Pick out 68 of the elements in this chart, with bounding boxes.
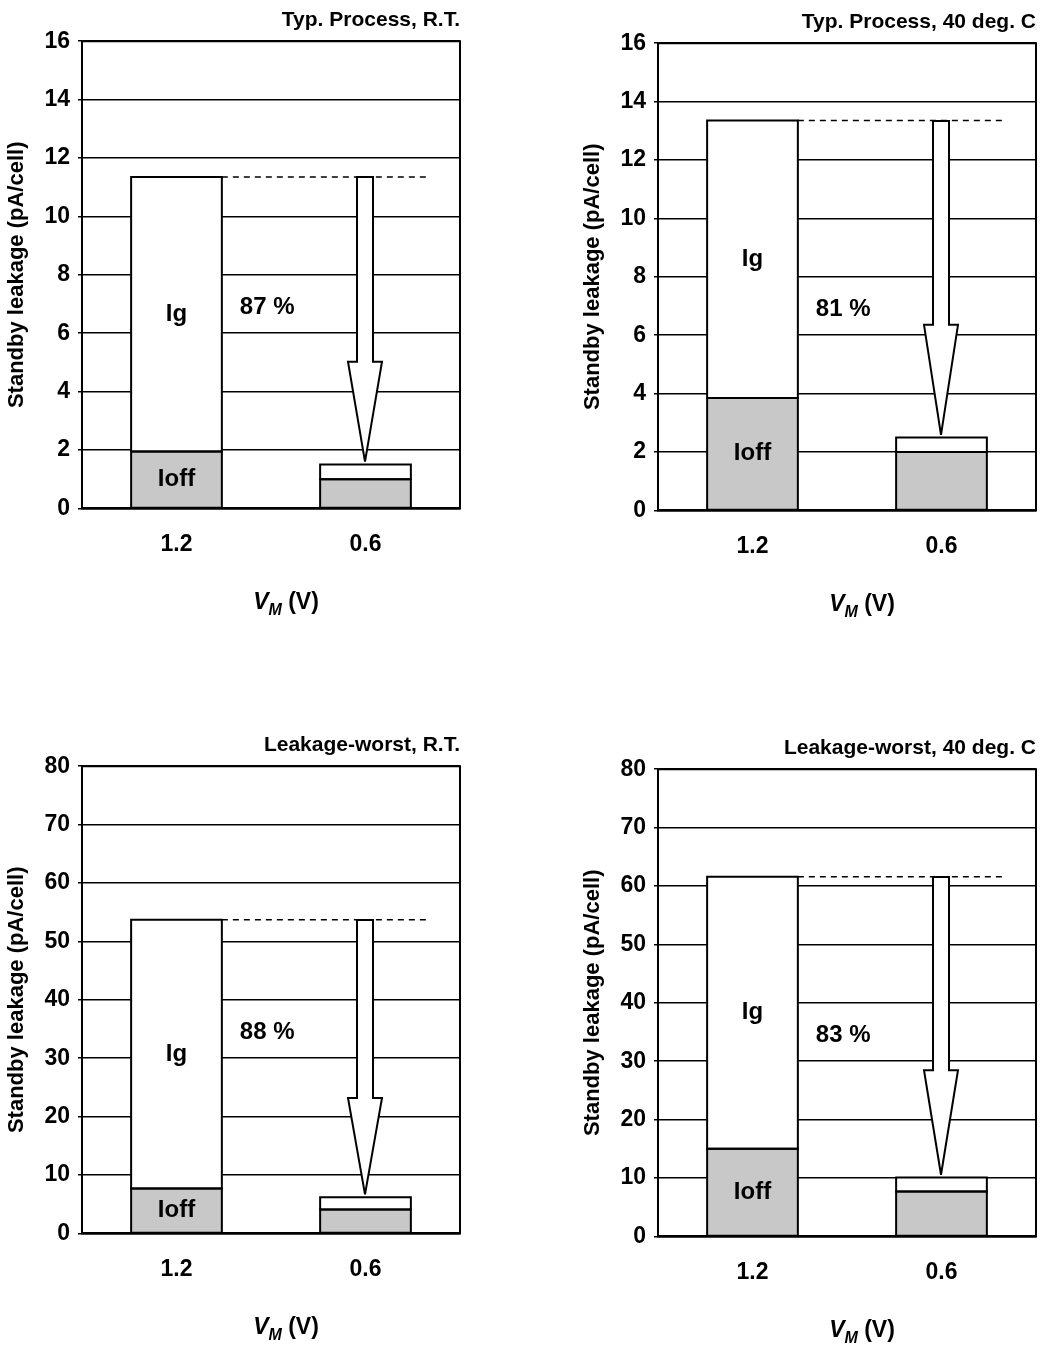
- x-tick-label: 0.6: [349, 1254, 382, 1281]
- y-tick-label: 60: [44, 868, 70, 895]
- y-tick-label: 70: [620, 812, 646, 839]
- y-tick-label: 2: [57, 435, 70, 462]
- chart-title: Typ. Process, 40 deg. C: [801, 9, 1036, 33]
- y-tick-label: 50: [44, 926, 70, 953]
- x-tick-label: 1.2: [736, 531, 769, 558]
- y-tick-label: 12: [620, 145, 646, 172]
- y-tick-label: 70: [44, 809, 70, 836]
- x-axis-title: V$_{M}$ (V): [828, 1316, 896, 1347]
- y-tick-label: 10: [44, 1160, 70, 1187]
- y-tick-label: 30: [44, 1043, 70, 1070]
- y-tick-label: 8: [633, 262, 647, 289]
- y-axis-title: Standby leakage (pA/cell): [579, 143, 605, 411]
- series-label: Ig: [165, 1038, 188, 1066]
- series-label: Ioff: [733, 438, 773, 466]
- y-tick-label: 0: [633, 1221, 646, 1248]
- y-tick-label: 4: [57, 376, 71, 403]
- y-tick-label: 14: [44, 84, 71, 111]
- chart-title: Typ. Process, R.T.: [281, 7, 460, 31]
- chart-title: Leakage-worst, R.T.: [263, 732, 460, 756]
- chart-title: Leakage-worst, 40 deg. C: [783, 735, 1036, 759]
- y-tick-label: 20: [620, 1104, 646, 1131]
- y-tick-label: 50: [620, 929, 646, 956]
- series-label: Ioff: [733, 1176, 773, 1204]
- x-axis-title: V$_{M}$ (V): [252, 1313, 320, 1344]
- y-tick-label: 80: [44, 751, 70, 778]
- x-tick-label: 1.2: [160, 1254, 193, 1281]
- series-label: Ig: [741, 997, 764, 1025]
- y-tick-label: 20: [44, 1101, 70, 1128]
- y-tick-label: 14: [620, 86, 647, 113]
- y-tick-label: 6: [633, 320, 646, 347]
- y-tick-label: 10: [620, 203, 646, 230]
- y-tick-label: 8: [57, 260, 71, 287]
- y-axis-title: Standby leakage (pA/cell): [3, 866, 29, 1134]
- series-label: Ioff: [157, 1195, 197, 1223]
- y-tick-label: 80: [620, 754, 646, 781]
- y-tick-label: 4: [633, 378, 647, 405]
- annotation: 87 %: [239, 292, 295, 320]
- y-tick-label: 0: [633, 495, 646, 522]
- x-tick-label: 1.2: [160, 529, 193, 556]
- x-axis-title: V$_{M}$ (V): [828, 590, 896, 621]
- y-tick-label: 30: [620, 1046, 646, 1073]
- x-tick-label: 0.6: [349, 529, 382, 556]
- y-axis-title: Standby leakage (pA/cell): [3, 141, 29, 409]
- x-axis-title: V$_{M}$ (V): [252, 588, 320, 619]
- annotation: 88 %: [239, 1017, 295, 1045]
- y-tick-label: 40: [44, 985, 70, 1012]
- y-tick-label: 40: [620, 988, 646, 1015]
- annotation: 83 %: [815, 1020, 871, 1048]
- y-tick-label: 0: [57, 1218, 70, 1245]
- annotation: 81 %: [815, 294, 871, 322]
- y-tick-label: 6: [57, 318, 70, 345]
- x-tick-label: 1.2: [736, 1257, 769, 1284]
- y-tick-label: 2: [633, 437, 646, 464]
- y-tick-label: 16: [44, 26, 70, 53]
- series-label: Ioff: [157, 464, 197, 492]
- y-tick-label: 10: [620, 1163, 646, 1190]
- series-label: Ig: [741, 243, 764, 271]
- y-axis-title: Standby leakage (pA/cell): [579, 869, 605, 1137]
- x-tick-label: 0.6: [925, 1257, 958, 1284]
- y-tick-label: 60: [620, 871, 646, 898]
- x-tick-label: 0.6: [925, 531, 958, 558]
- y-tick-label: 12: [44, 143, 70, 170]
- y-tick-label: 16: [620, 28, 646, 55]
- series-label: Ig: [165, 298, 188, 326]
- y-tick-label: 10: [44, 201, 70, 228]
- y-tick-label: 0: [57, 493, 70, 520]
